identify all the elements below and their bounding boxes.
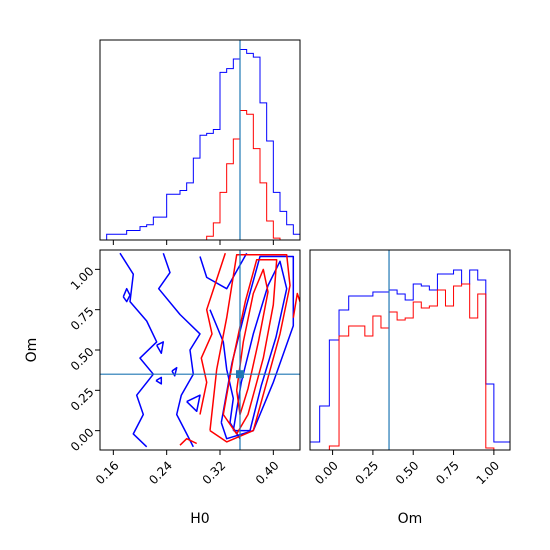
h0-marginal-panel — [99, 39, 301, 245]
h0-om-joint-panel: 0.16 0.24 0.32 0.40 0.00 0.25 0.50 0.75 1.00 — [68, 249, 301, 487]
x-axis-label-h0: H0 — [190, 511, 209, 527]
om-marginal-frame — [309, 249, 511, 451]
om-marginal-x-tick-label-3: 0.75 — [433, 458, 462, 487]
contour-series-1-line-5 — [119, 252, 158, 448]
contour-series-1-line-6 — [157, 252, 201, 448]
joint-y-tick-label-2: 0.50 — [68, 345, 97, 374]
contour-series-1-line-9 — [171, 366, 178, 377]
om-marginal-x-tick-label-4: 1.00 — [473, 458, 502, 487]
om-marginal-x-tick-label-0: 0.00 — [312, 458, 341, 487]
om-hist-series-1 — [310, 269, 510, 450]
contour-series-1-line-3 — [199, 252, 248, 290]
contour-series-2-line-5 — [179, 437, 198, 446]
contour-series-2-line-4 — [199, 252, 227, 415]
joint-x-tick-label-2: 0.32 — [200, 458, 229, 487]
contour-series-2-line-1 — [235, 268, 269, 416]
joint-y-tick-label-0: 0.00 — [68, 425, 97, 454]
x-axis-label-om: Om — [398, 511, 423, 527]
h0-marginal-frame — [99, 39, 301, 241]
om-marginal-x-tick-label-2: 0.50 — [393, 458, 422, 487]
joint-x-tick-label-0: 0.16 — [93, 458, 122, 487]
contour-series-1-line-7 — [122, 287, 131, 303]
om-hist-series-2 — [310, 283, 510, 450]
contour-series-1-line-4 — [209, 309, 241, 440]
contour-series-2-line-3 — [209, 254, 291, 443]
contour-series-1-line-11 — [186, 394, 201, 413]
om-marginal-panel: 0.00 0.25 0.50 0.75 1.00 — [309, 249, 511, 487]
h0-hist-series-2 — [100, 109, 300, 240]
y-axis-label-om: Om — [24, 338, 40, 363]
contour-series-1-line-10 — [155, 376, 163, 385]
om-marginal-x-tick-label-1: 0.25 — [352, 458, 381, 487]
contour-series-1-line-8 — [156, 341, 165, 354]
joint-y-tick-label-1: 0.25 — [68, 385, 97, 414]
contour-series-2-line-2 — [222, 258, 278, 435]
h0-hist-series-1 — [100, 49, 300, 240]
joint-x-tick-label-1: 0.24 — [146, 458, 175, 487]
contour-series-2-line-6 — [292, 292, 300, 318]
joint-y-tick-label-3: 0.75 — [68, 304, 97, 333]
joint-y-tick-label-4: 1.00 — [68, 264, 97, 293]
joint-truth-marker — [236, 370, 244, 379]
contour-series-1-line-1 — [232, 260, 288, 432]
joint-x-tick-label-3: 0.40 — [253, 458, 282, 487]
